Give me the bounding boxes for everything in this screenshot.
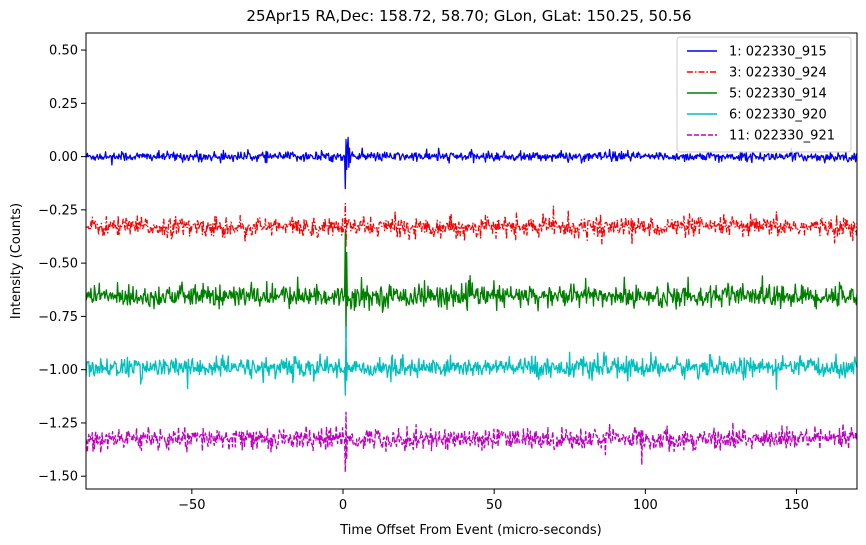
series-line-1 <box>86 136 857 190</box>
x-tick-label: −50 <box>178 498 205 513</box>
y-tick-label: −1.50 <box>38 470 78 485</box>
y-tick-label: 0.50 <box>49 44 78 59</box>
series-line-5 <box>86 411 857 473</box>
x-axis-label: Time Offset From Event (micro-seconds) <box>339 523 602 538</box>
plot-frame <box>85 32 858 490</box>
y-tick-label: 0.00 <box>49 150 78 165</box>
legend-box <box>676 36 852 153</box>
legend-entry-label: 1: 022330_915 <box>729 45 827 60</box>
x-tick-label: 50 <box>486 498 503 513</box>
x-tick-label: 150 <box>784 498 809 513</box>
x-ticks: −50 0 50 100 150 <box>178 489 809 513</box>
y-tick-label: −1.25 <box>38 416 78 431</box>
y-tick-label: 0.25 <box>49 97 78 112</box>
y-tick-label: −1.00 <box>38 363 78 378</box>
x-tick-label: 0 <box>339 498 347 513</box>
legend-entry-label: 6: 022330_920 <box>729 108 827 123</box>
y-ticks: 0.50 0.25 0.00 −0.25 −0.50 −0.75 −1.00 −1.25 −1.… <box>38 44 86 485</box>
x-tick-label: 100 <box>633 498 658 513</box>
legend-entry-label: 11: 022330_921 <box>729 129 835 144</box>
legend-entry-label: 5: 022330_914 <box>729 87 827 102</box>
series-line-2 <box>86 202 857 247</box>
chart-title: 25Apr15 RA,Dec: 158.72, 58.70; GLon, GLa… <box>246 7 691 25</box>
series-line-3 <box>86 230 857 339</box>
legend: 1: 022330_915 3: 022330_924 5: 022330_914 6… <box>676 36 852 153</box>
y-tick-label: −0.75 <box>38 310 78 325</box>
y-tick-label: −0.25 <box>38 203 78 218</box>
y-axis-label: Intensity (Counts) <box>9 203 24 319</box>
series-line-4 <box>86 326 857 396</box>
plot-lines <box>86 136 857 473</box>
legend-entry-label: 3: 022330_924 <box>729 66 827 81</box>
y-tick-label: −0.50 <box>38 257 78 272</box>
